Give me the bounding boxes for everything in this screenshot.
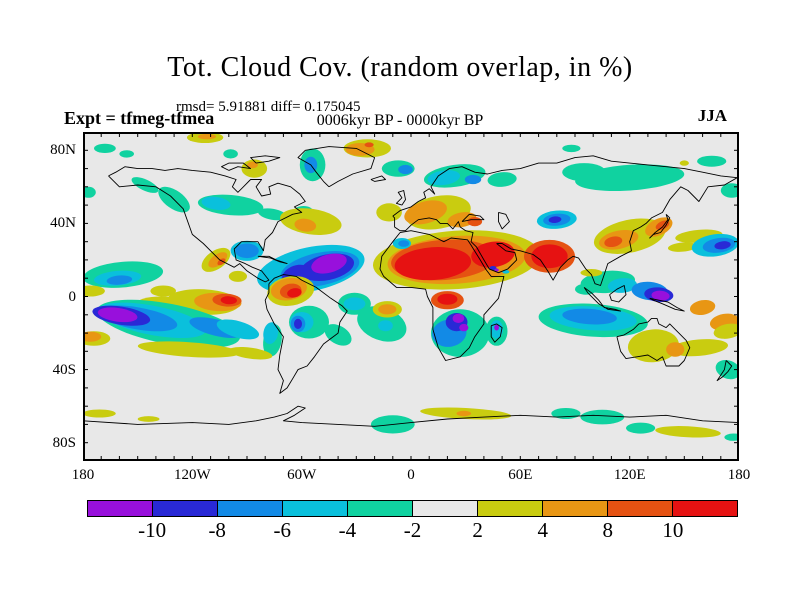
plot-title: Tot. Cloud Cov. (random overlap, in %) [167, 52, 633, 83]
colorbar-label: 4 [537, 518, 548, 542]
x-tick-label: 60W [287, 467, 317, 483]
colorbar-label: 2 [472, 518, 483, 542]
x-tick-label: 180 [727, 467, 751, 483]
colorbar-cell [542, 501, 607, 516]
colorbar [87, 500, 738, 517]
map-plot-area [83, 132, 739, 461]
y-tick-label: 0 [68, 288, 77, 305]
x-tick-label: 180 [71, 467, 95, 483]
colorbar-label: -10 [138, 518, 167, 542]
x-tick-label: 0 [407, 467, 415, 483]
colorbar-label: -8 [208, 518, 226, 542]
colorbar-cell [282, 501, 347, 516]
colorbar-cell [88, 501, 152, 516]
x-tick-label: 120W [173, 467, 211, 483]
y-tick-label: 40S [52, 361, 76, 378]
x-tick-label: 60E [508, 467, 533, 483]
x-tick-label: 120E [613, 467, 646, 483]
y-tick-label: 80S [52, 434, 76, 451]
colorbar-cell [607, 501, 672, 516]
season-label: JJA [697, 106, 727, 125]
colorbar-cell [217, 501, 282, 516]
colorbar-label: -4 [338, 518, 357, 542]
colorbar-label: -6 [273, 518, 292, 542]
experiment-label: Expt = tfmeg-tfmea [64, 108, 215, 128]
y-tick-label: 80N [50, 142, 76, 159]
world-map [83, 132, 739, 461]
y-tick-label: 40N [50, 215, 76, 232]
colorbar-cell [152, 501, 217, 516]
rmsd-diff-stats: rmsd= 5.91881 diff= 0.175045 [176, 99, 361, 115]
comparison-period-label: 0006kyr BP - 0000kyr BP [316, 112, 484, 129]
colorbar-label: 8 [602, 518, 614, 542]
colorbar-label: 10 [662, 518, 684, 542]
colorbar-cell [347, 501, 412, 516]
colorbar-label: -2 [403, 518, 422, 542]
colorbar-cell [412, 501, 477, 516]
colorbar-cell [672, 501, 737, 516]
colorbar-cell [477, 501, 542, 516]
